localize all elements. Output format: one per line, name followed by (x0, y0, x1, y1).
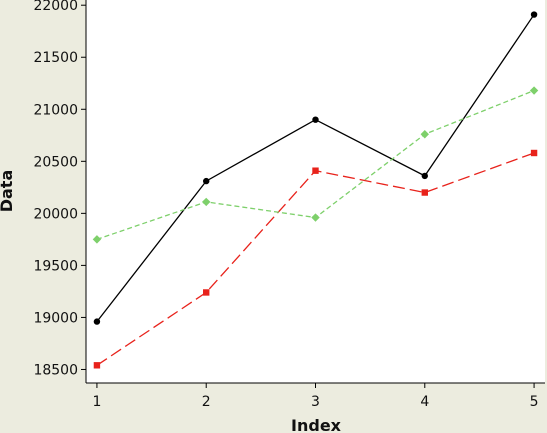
series-1-point (530, 11, 538, 18)
y-tick-label: 19500 (33, 258, 78, 274)
series-2-point (421, 189, 428, 196)
y-tick-label: 21500 (33, 50, 78, 66)
series-1-point (203, 177, 210, 185)
axes-layer: 18500 19000 19500 20000 20500 21000 21500 22000… (33, 0, 545, 410)
series-1 (93, 11, 538, 325)
series-1-point (421, 172, 428, 180)
y-tick-label: 22000 (33, 0, 78, 14)
x-tick-label: 2 (202, 394, 211, 410)
y-tick-label: 21000 (33, 102, 78, 118)
y-tick-label: 20500 (33, 154, 78, 170)
series-1-point (93, 318, 101, 325)
series-2-point (312, 167, 319, 174)
series-2-point (203, 289, 210, 296)
plot-area (86, 0, 545, 383)
series-3-point (420, 130, 429, 139)
series-3-point (311, 213, 320, 222)
y-tick-label: 18500 (33, 362, 78, 378)
series-2-point (530, 149, 538, 157)
x-axis-title: Index (291, 416, 342, 433)
y-tick-label: 20000 (33, 206, 78, 222)
series-layer (92, 11, 539, 369)
y-axis-title: Data (0, 170, 16, 213)
series-2 (93, 149, 538, 369)
series-3-point (202, 197, 211, 207)
series-3 (92, 86, 539, 244)
series-3-point (92, 235, 102, 244)
series-1-point (312, 116, 319, 123)
x-tick-label: 3 (311, 394, 320, 410)
y-tick-label: 19000 (33, 310, 78, 326)
x-tick-label: 4 (420, 394, 429, 410)
x-tick-label: 1 (92, 394, 101, 410)
series-2-point (93, 362, 101, 369)
x-tick-label: 5 (530, 394, 539, 410)
series-3-point (529, 86, 539, 95)
